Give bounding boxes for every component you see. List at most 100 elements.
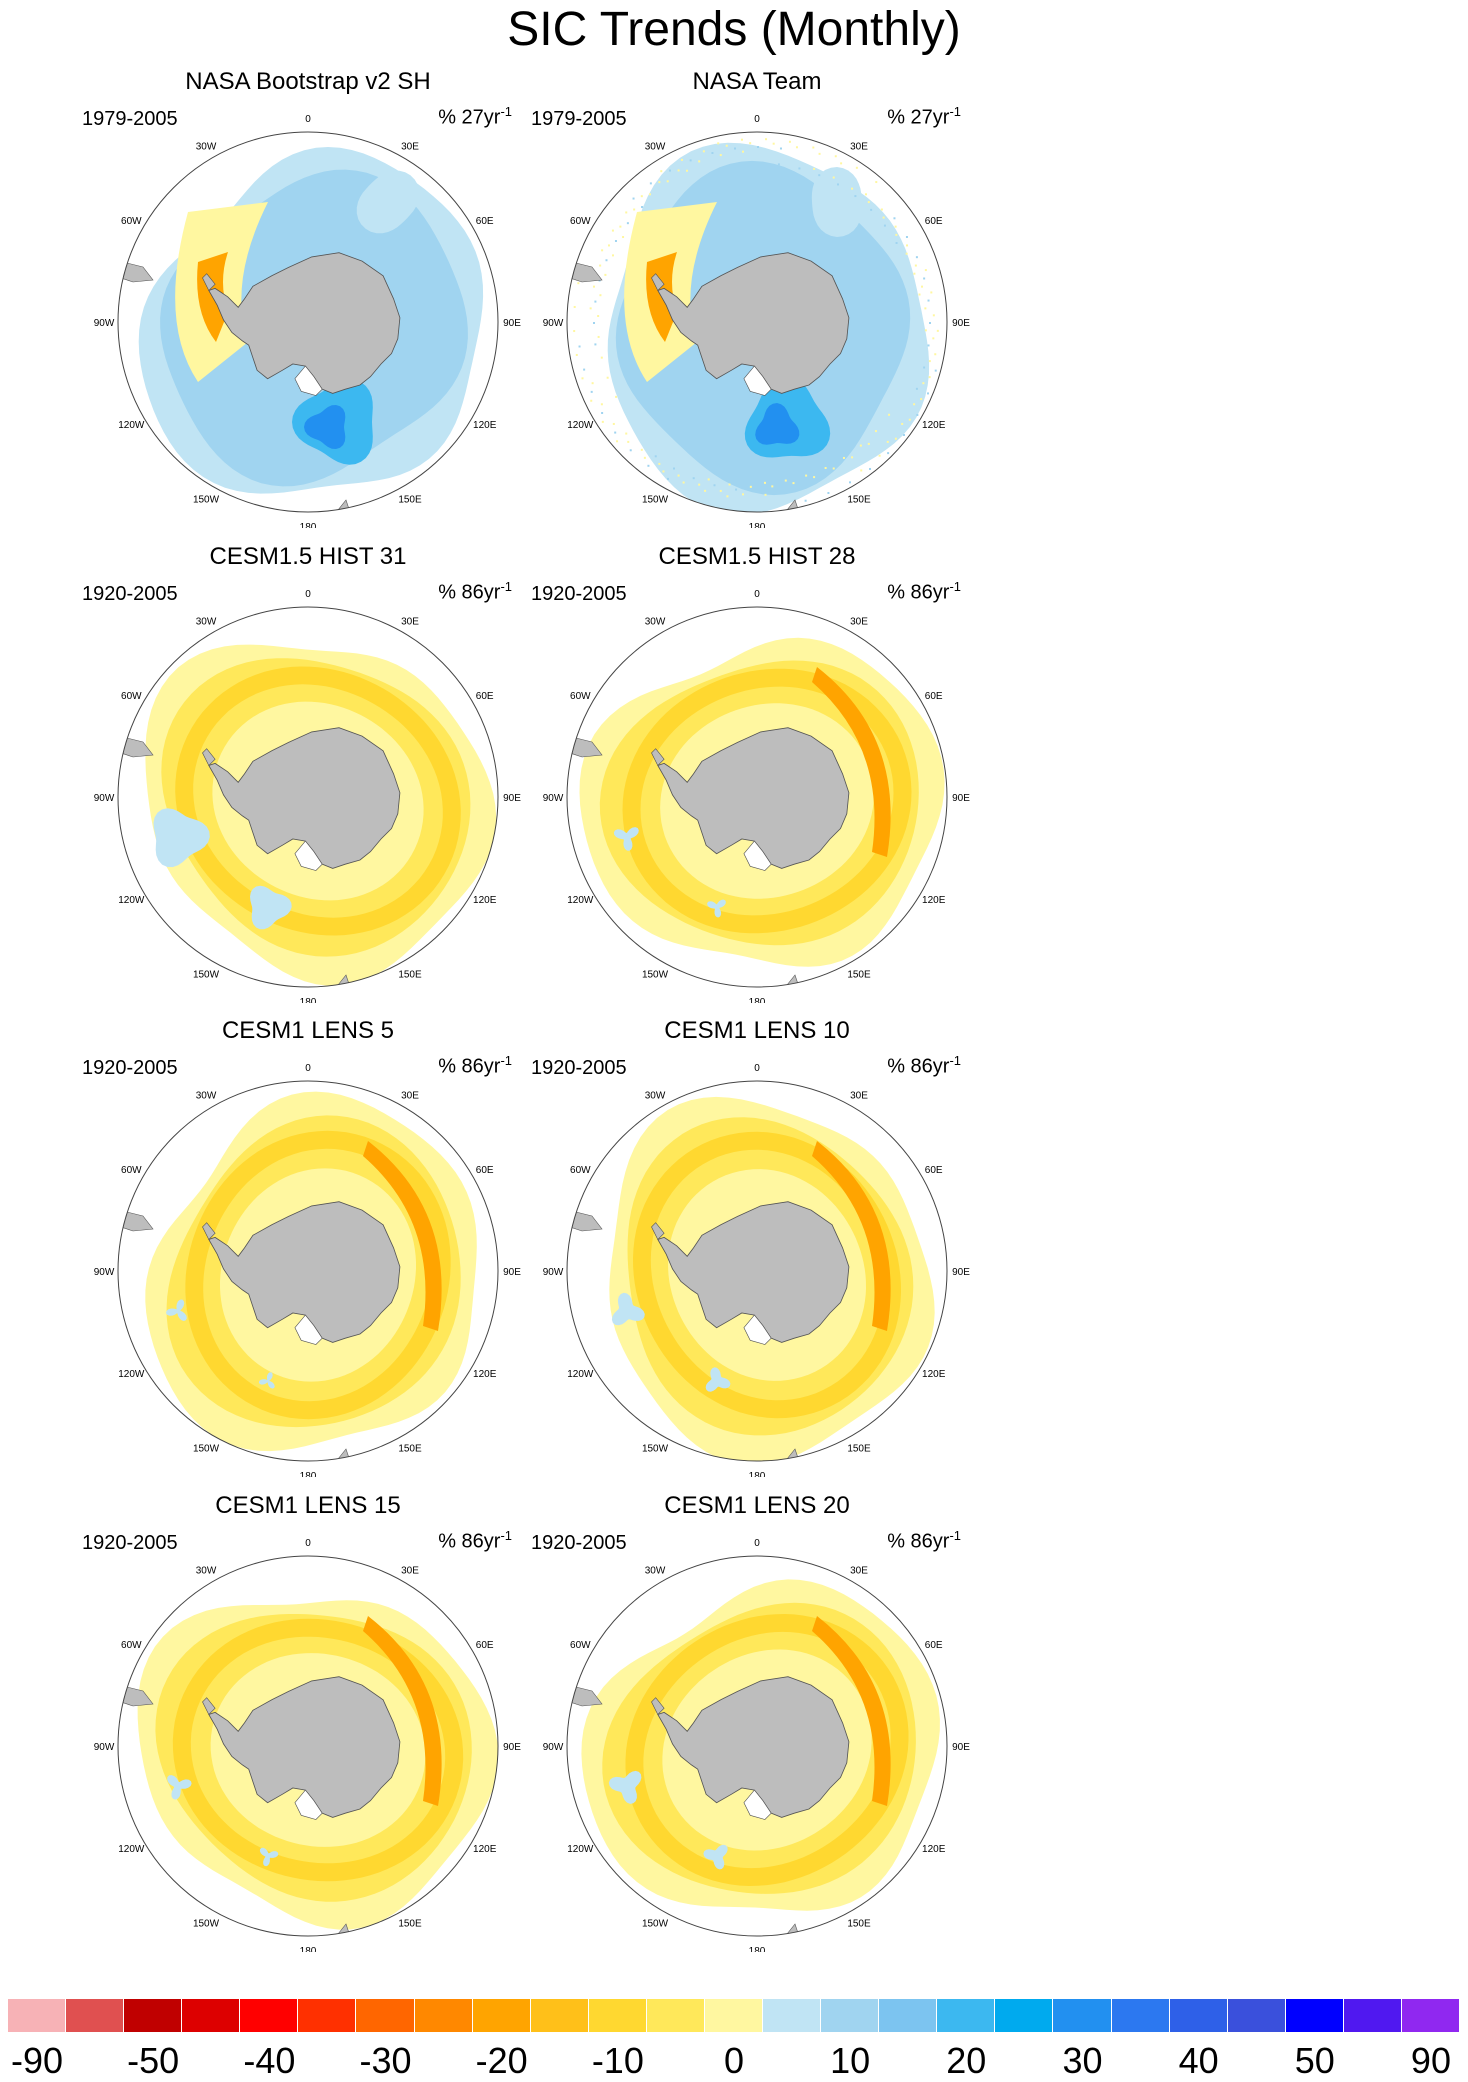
longitude-label: 180 [300, 1946, 317, 1952]
panel-title: CESM1.5 HIST 28 [658, 543, 856, 570]
longitude-label: 90W [94, 318, 115, 329]
longitude-label: 150E [847, 1444, 871, 1455]
colorbar-swatch [1111, 1999, 1170, 2032]
period-label: 1979-2005 [82, 108, 178, 130]
figure-title: SIC Trends (Monthly) [507, 3, 961, 56]
colorbar-swatch [937, 1999, 996, 2032]
map-panel: CESM1.5 HIST 28 1920-2005 % 86yr-1 0 30E 60E 9… [527, 543, 987, 1003]
colorbar-swatch [1285, 1999, 1344, 2032]
colorbar-swatch [414, 1999, 473, 2032]
units-exponent: -1 [949, 1528, 961, 1543]
longitude-label: 120E [473, 1369, 497, 1380]
longitude-label: 0 [305, 1538, 311, 1549]
colorbar-swatch [66, 1999, 125, 2032]
longitude-label: 30W [196, 1090, 217, 1101]
antarctica-landmass [657, 252, 850, 394]
antarctica-landmass [208, 1676, 401, 1818]
panel-title: CESM1 LENS 15 [215, 1492, 401, 1519]
longitude-label: 30W [196, 616, 217, 627]
units-label: % 86yr-1 [438, 579, 512, 605]
colorbar-swatch [763, 1999, 822, 2032]
panel-title: CESM1 LENS 20 [664, 1492, 850, 1519]
units-exponent: -1 [949, 579, 961, 594]
units-exponent: -1 [949, 104, 961, 119]
units-label: % 86yr-1 [887, 579, 961, 605]
longitude-label: 150W [642, 495, 669, 506]
colorbar-swatch [704, 1999, 764, 2032]
longitude-label: 90W [543, 1267, 564, 1278]
antarctica-landmass [208, 252, 401, 394]
colorbar-swatch [1169, 1999, 1228, 2032]
panel-title: CESM1.5 HIST 31 [209, 543, 407, 570]
longitude-label: 120W [118, 1369, 145, 1380]
longitude-label: 90E [952, 793, 970, 804]
longitude-label: 120E [922, 1369, 946, 1380]
longitude-label: 60E [476, 691, 494, 702]
colorbar-swatch [588, 1999, 647, 2032]
units-label: % 27yr-1 [438, 104, 512, 130]
colorbar-swatch [995, 1999, 1054, 2032]
antarctica-landmass [208, 1201, 401, 1343]
longitude-label: 30W [645, 616, 666, 627]
longitude-label: 90E [503, 793, 521, 804]
map-panel: CESM1 LENS 5 1920-2005 % 86yr-1 0 30E 60E 90E 1… [78, 1017, 538, 1477]
longitude-label: 90W [94, 1267, 115, 1278]
longitude-label: 150E [398, 1919, 422, 1930]
units-label: % 27yr-1 [887, 104, 961, 130]
period-label: 1979-2005 [531, 108, 627, 130]
period-label: 1920-2005 [531, 1532, 627, 1554]
longitude-label: 180 [749, 997, 766, 1003]
longitude-label: 150E [398, 495, 422, 506]
colorbar-swatch [1227, 1999, 1286, 2032]
colorbar-swatch [182, 1999, 241, 2032]
longitude-label: 30W [645, 1565, 666, 1576]
colorbar [8, 1999, 1460, 2032]
longitude-label: 30E [401, 1090, 419, 1101]
longitude-label: 60W [121, 216, 142, 227]
longitude-label: 60W [121, 691, 142, 702]
units-text: % 86yr [887, 581, 950, 604]
colorbar-tick-label: -90 [11, 2040, 64, 2081]
map-border [117, 1080, 499, 1462]
longitude-label: 120E [922, 895, 946, 906]
map-border [117, 1555, 499, 1937]
antarctica-landmass [657, 1201, 850, 1343]
polar-map: 0 30E 60E 90E 120E 150E 180 150W 120W 90W 60W 30W [94, 1538, 522, 1952]
longitude-label: 30E [401, 141, 419, 152]
antarctica-landmass [208, 727, 401, 869]
colorbar-tick-label: -40 [243, 2040, 296, 2081]
period-label: 1920-2005 [531, 583, 627, 605]
colorbar-swatch [530, 1999, 589, 2032]
map-panel: CESM1 LENS 15 1920-2005 % 86yr-1 0 30E 60E 90E… [78, 1492, 538, 1952]
units-text: % 86yr [887, 1055, 950, 1078]
longitude-label: 120W [567, 895, 594, 906]
longitude-label: 60W [570, 1640, 591, 1651]
longitude-label: 180 [300, 997, 317, 1003]
units-exponent: -1 [500, 104, 512, 119]
map-border [566, 606, 948, 988]
colorbar-tick-label: 90 [1410, 2040, 1451, 2081]
longitude-label: 90E [503, 1267, 521, 1278]
units-text: % 27yr [887, 106, 950, 129]
panel-title: CESM1 LENS 5 [221, 1017, 395, 1044]
longitude-label: 150E [847, 495, 871, 506]
longitude-label: 180 [300, 1471, 317, 1477]
longitude-label: 150E [398, 1444, 422, 1455]
longitude-label: 120W [118, 420, 145, 431]
colorbar-swatch [298, 1999, 357, 2032]
longitude-label: 30W [645, 141, 666, 152]
units-text: % 86yr [887, 1530, 950, 1553]
longitude-label: 60W [570, 691, 591, 702]
antarctica-landmass [657, 727, 850, 869]
longitude-label: 180 [749, 1946, 766, 1952]
units-label: % 86yr-1 [887, 1053, 961, 1079]
longitude-label: 60E [476, 216, 494, 227]
colorbar-swatch [8, 1999, 67, 2032]
longitude-label: 180 [300, 522, 317, 528]
antarctica-landmass [657, 1676, 850, 1818]
longitude-label: 120W [567, 1844, 594, 1855]
longitude-label: 150W [193, 1919, 220, 1930]
polar-map: 0 30E 60E 90E 120E 150E 180 150W 120W 90W 60W 30W [543, 1063, 971, 1477]
units-text: % 86yr [438, 581, 501, 604]
map-panel: NASA Team 1979-2005 % 27yr-1 0 30E 60E 90E 120E… [527, 68, 987, 528]
